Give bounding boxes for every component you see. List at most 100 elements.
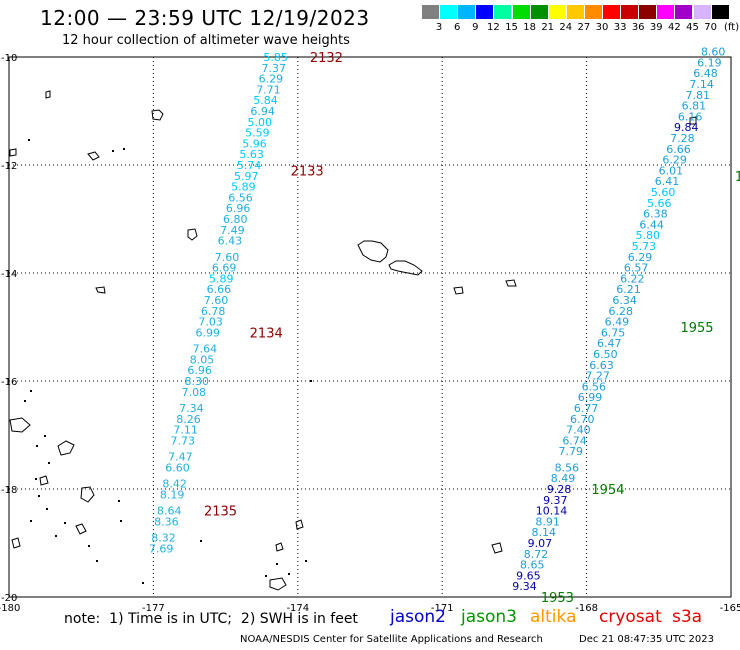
scale-swatch <box>603 5 620 19</box>
wave-height-value: 8.19 <box>160 488 185 501</box>
wave-height-value: 6.16 <box>678 110 703 123</box>
pass-time-label: 1955 <box>680 321 713 336</box>
lat-lon-grid <box>8 56 732 598</box>
island <box>95 286 106 294</box>
pass-time-label: 2132 <box>310 51 343 66</box>
wave-height-value: 9.34 <box>512 580 537 593</box>
y-tick-label: -12 <box>1 161 17 172</box>
wave-height-value: 6.78 <box>201 305 226 318</box>
wave-height-value: 7.81 <box>686 89 711 102</box>
wave-height-value: 6.56 <box>228 191 253 204</box>
island <box>75 523 87 535</box>
island <box>491 542 503 554</box>
scale-swatch <box>548 5 566 19</box>
wave-height-tracks: 5.857.376.297.715.846.945.005.595.965.63… <box>149 46 726 594</box>
scale-label: 39 <box>649 22 663 33</box>
reef-dot <box>276 563 278 565</box>
reef-dot <box>38 495 40 497</box>
island <box>39 475 49 486</box>
scale-label: 24 <box>559 22 573 33</box>
reef-dot <box>88 545 90 547</box>
wave-height-value: 9.37 <box>543 494 568 507</box>
wave-height-value: 7.60 <box>204 294 229 307</box>
y-tick-label: -14 <box>1 269 17 280</box>
island <box>11 537 21 549</box>
scale-label: 33 <box>613 22 627 33</box>
island <box>453 286 464 295</box>
wave-height-value: 9.07 <box>528 537 553 550</box>
reef-dot <box>24 400 26 402</box>
wave-height-value: 9.65 <box>516 569 541 582</box>
scale-swatch <box>566 5 584 19</box>
wave-height-value: 10.14 <box>536 505 568 518</box>
reef-dot <box>265 575 267 577</box>
scale-unit: (ft) <box>724 22 740 33</box>
wave-height-value: 7.28 <box>670 132 695 145</box>
scale-swatch <box>639 5 657 19</box>
wave-height-value: 8.32 <box>151 532 176 545</box>
scale-swatch <box>584 5 602 19</box>
wave-height-value: 6.80 <box>223 213 248 226</box>
island <box>151 109 164 121</box>
scale-label: 36 <box>631 22 645 33</box>
pass-time-label: 2133 <box>291 164 324 179</box>
wave-height-value: 8.30 <box>184 375 209 388</box>
pass-time-label: 1953 <box>541 591 574 606</box>
wave-height-value: 5.63 <box>239 148 264 161</box>
island <box>295 519 304 530</box>
wave-height-value: 5.84 <box>253 94 278 107</box>
scale-label: 30 <box>595 22 609 33</box>
x-tick-label: -180 <box>0 603 20 614</box>
pass-time-label: 2134 <box>250 326 283 341</box>
wave-height-value: 9.28 <box>547 483 572 496</box>
reef-dot <box>118 500 120 502</box>
scale-swatch <box>494 5 512 19</box>
scale-label: 6 <box>454 22 461 33</box>
wave-height-value: 6.99 <box>196 326 221 339</box>
wave-height-value: 8.42 <box>162 478 187 491</box>
wave-height-value: 6.29 <box>628 251 653 264</box>
scale-swatch <box>512 5 530 19</box>
wave-height-value: 5.59 <box>245 127 270 140</box>
wave-height-value: 5.85 <box>263 51 288 64</box>
wave-height-value: 7.40 <box>566 424 591 437</box>
wave-height-value: 6.74 <box>562 434 587 447</box>
wave-height-value: 6.22 <box>620 272 645 285</box>
island <box>87 151 100 161</box>
island-upolu <box>388 260 423 276</box>
wave-height-value: 5.97 <box>234 170 259 183</box>
reef-dot <box>55 535 57 537</box>
reef-dot <box>96 560 98 562</box>
reef-dot <box>200 540 202 542</box>
wave-height-value: 6.66 <box>207 283 232 296</box>
reef-dot <box>123 148 125 150</box>
scale-swatch <box>657 5 675 19</box>
credit-text: NOAA/NESDIS Center for Satellite Applica… <box>240 634 543 645</box>
x-tick-label: -168 <box>575 603 598 614</box>
wave-height-value: 6.77 <box>574 402 599 415</box>
wave-height-value: 7.64 <box>193 343 218 356</box>
y-tick-label: -10 <box>1 53 17 64</box>
wave-height-value: 7.37 <box>261 62 286 75</box>
wave-height-value: 6.56 <box>582 380 607 393</box>
wave-height-value: 5.73 <box>632 240 657 253</box>
wave-height-value: 6.66 <box>666 143 691 156</box>
wave-height-value: 6.38 <box>643 208 668 221</box>
reef-dot <box>30 390 32 392</box>
wave-height-value: 6.75 <box>601 326 626 339</box>
scale-swatch <box>476 5 494 19</box>
reef-dot <box>120 520 122 522</box>
wave-height-value: 8.60 <box>701 46 726 59</box>
map-title: 12:00 — 23:59 UTC 12/19/2023 <box>40 6 370 30</box>
wave-height-value: 8.05 <box>190 353 215 366</box>
wave-height-value: 6.94 <box>250 105 275 118</box>
landmasses <box>9 90 697 591</box>
wave-height-value: 6.60 <box>165 461 190 474</box>
wave-height-value: 6.96 <box>226 202 251 215</box>
scale-label: 27 <box>577 22 591 33</box>
wave-height-value: 8.56 <box>555 461 580 474</box>
timestamp-text: Dec 21 08:47:35 UTC 2023 <box>579 634 714 645</box>
wave-height-value: 7.71 <box>256 83 281 96</box>
pass-time-labels: 2132 2133 2134 2135 1956 1955 1954 1953 <box>204 51 740 606</box>
wave-height-value: 5.00 <box>248 116 273 129</box>
